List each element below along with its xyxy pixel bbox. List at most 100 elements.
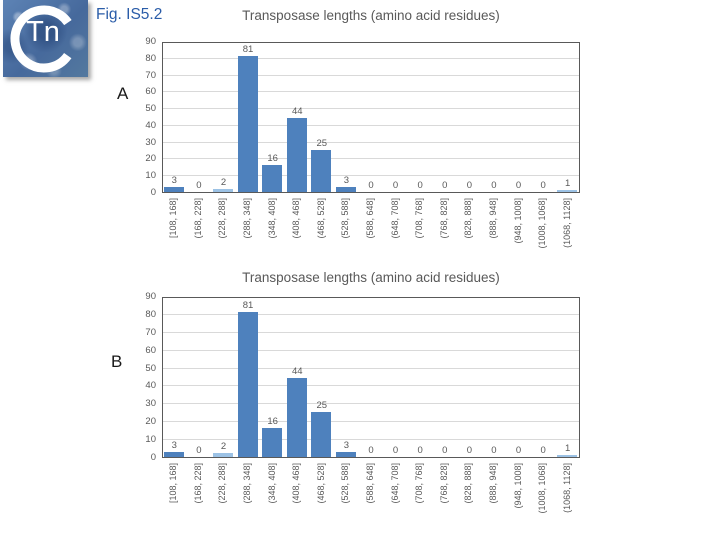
bar — [335, 451, 356, 457]
bar-value-label: 0 — [540, 180, 546, 191]
gridline — [163, 158, 579, 160]
bar — [237, 312, 258, 457]
plot-area — [162, 42, 580, 193]
bar-value-label: 0 — [466, 445, 472, 456]
bar-value-label: 0 — [196, 180, 202, 191]
y-axis-tick-label: 60 — [145, 86, 156, 98]
bar — [212, 188, 233, 192]
x-axis-tick-label: (168, 228] — [192, 463, 203, 504]
bar-value-label: 81 — [242, 44, 254, 56]
bar — [311, 412, 332, 457]
y-axis-tick-label: 50 — [145, 362, 156, 374]
gridline — [163, 91, 579, 93]
gridline — [163, 124, 579, 126]
bar — [311, 150, 332, 192]
x-axis-tick-label: (1008, 1068] — [537, 198, 548, 249]
figure-label: Fig. IS5.2 — [96, 6, 163, 23]
y-axis-tick-label: 10 — [145, 170, 156, 182]
x-axis-tick-label: (948, 1008] — [512, 463, 523, 509]
y-axis-tick-label: 70 — [145, 326, 156, 338]
bar — [163, 186, 184, 192]
bar-value-label: 16 — [267, 153, 278, 165]
gridline — [163, 331, 579, 333]
bar-value-label: 0 — [392, 445, 399, 456]
bar-value-label: 0 — [368, 180, 374, 191]
x-axis-tick-label: (828, 888] — [463, 463, 474, 504]
x-axis-tick-label: (528, 588] — [340, 198, 351, 239]
bar-value-label: 0 — [466, 180, 472, 191]
bar — [262, 165, 283, 192]
panel-label-b: B — [111, 352, 123, 371]
x-axis-tick-label: (708, 768] — [414, 198, 425, 239]
x-axis-tick-label: (648, 708] — [389, 463, 400, 504]
gridline — [163, 421, 579, 423]
gridline — [163, 385, 579, 387]
bar-value-label: 3 — [171, 174, 177, 186]
x-axis-tick-label: (828, 888] — [463, 198, 474, 239]
x-axis-tick-label: (768, 828] — [438, 463, 449, 504]
y-axis-tick-label: 0 — [150, 452, 156, 463]
bar — [335, 186, 356, 192]
gridline — [163, 349, 579, 351]
x-axis-tick-label: (348, 408] — [266, 463, 277, 504]
panel-label-a: A — [117, 84, 129, 103]
bar-value-label: 44 — [291, 366, 303, 378]
gridline — [163, 313, 579, 315]
gridline — [163, 403, 579, 405]
bar-value-label: 1 — [565, 443, 571, 455]
bar-value-label: 3 — [343, 439, 350, 451]
y-axis-tick-label: 80 — [145, 52, 156, 64]
bar-value-label: 0 — [515, 180, 522, 191]
gridline — [163, 141, 579, 143]
bar — [212, 453, 233, 457]
x-axis-tick-label: (1068, 1128] — [561, 198, 572, 248]
bar-value-label: 0 — [392, 180, 399, 191]
y-axis-tick-label: 40 — [145, 380, 156, 392]
y-axis-tick-label: 0 — [150, 187, 156, 198]
bar-value-label: 25 — [316, 138, 328, 150]
x-axis-tick-label: (888, 948] — [487, 463, 498, 504]
x-axis-tick-label: (468, 528] — [315, 198, 326, 239]
y-axis-tick-label: 90 — [145, 291, 156, 302]
y-axis-tick-label: 10 — [145, 434, 156, 446]
gridline — [163, 175, 579, 177]
gridline — [163, 74, 579, 76]
x-axis-tick-label: (1008, 1068] — [537, 463, 548, 514]
x-axis-tick-label: (588, 648] — [365, 463, 375, 504]
gridline — [163, 367, 579, 369]
bar — [163, 451, 184, 457]
x-axis-tick-label: (708, 768] — [414, 463, 425, 504]
y-axis-tick-label: 50 — [145, 103, 156, 115]
bar — [286, 118, 307, 192]
x-axis-tick-label: (948, 1008] — [512, 198, 523, 244]
x-axis-tick-label: [108, 168] — [168, 463, 179, 504]
bar-value-label: 0 — [417, 180, 423, 191]
x-axis-tick-label: (168, 228] — [192, 198, 203, 239]
bar-value-label: 0 — [368, 445, 374, 456]
x-axis-tick-label: (408, 468] — [291, 198, 302, 239]
bar — [557, 455, 578, 457]
y-axis-tick-label: 30 — [145, 136, 156, 148]
x-axis-tick-label: (288, 348] — [242, 198, 253, 239]
y-axis-tick-label: 30 — [145, 398, 156, 410]
y-axis-tick-label: 40 — [145, 119, 156, 131]
x-axis-tick-label: (888, 948] — [487, 198, 498, 239]
x-axis-tick-label: (228, 288] — [217, 198, 228, 239]
y-axis-tick-label: 90 — [145, 36, 156, 47]
x-axis-tick-label: (528, 588] — [340, 463, 351, 504]
x-axis-tick-label: (348, 408] — [266, 198, 277, 239]
bar-value-label: 81 — [242, 300, 254, 312]
bar-value-label: 3 — [343, 174, 350, 186]
x-axis-tick-label: (408, 468] — [291, 463, 302, 504]
bar-value-label: 0 — [491, 445, 497, 456]
bar-value-label: 0 — [442, 445, 448, 456]
bar-value-label: 3 — [171, 439, 177, 451]
bar-value-label: 1 — [565, 178, 571, 190]
bar — [557, 190, 578, 192]
chart-title: Transposase lengths (amino acid residues… — [242, 8, 500, 23]
bar-value-label: 0 — [515, 445, 522, 456]
bar-value-label: 0 — [540, 445, 546, 456]
gridline — [163, 57, 579, 59]
x-axis-tick-label: (288, 348] — [242, 463, 253, 504]
bar — [237, 56, 258, 192]
